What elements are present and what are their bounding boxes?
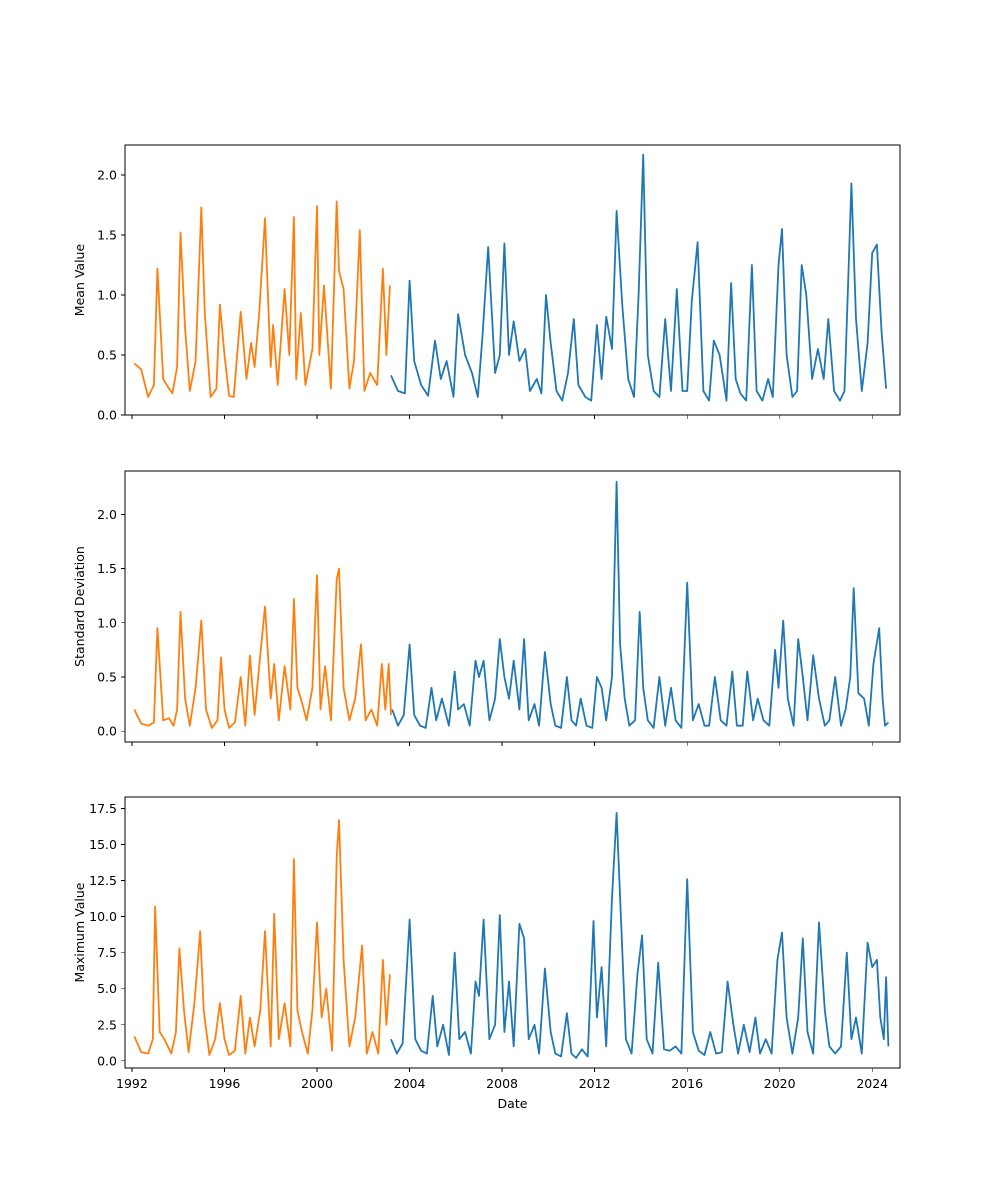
x-tick-label: 2024	[856, 1076, 888, 1091]
standard-deviation-series-line-1	[133, 567, 392, 729]
maximum-value-plot-frame	[124, 796, 901, 1069]
standard-deviation-y-tick-label: 0.0	[97, 724, 117, 739]
mean-value-y-tick-label: 0.5	[97, 348, 117, 363]
mean-value-series-line-2	[390, 153, 887, 402]
maximum-value-y-tick-label: 15.0	[89, 837, 117, 852]
mean-value-y-tick-label: 1.0	[97, 288, 117, 303]
maximum-value-y-tick-label: 12.5	[89, 873, 117, 888]
mean-value-plot-frame	[124, 144, 901, 416]
standard-deviation-y-tick-label: 0.5	[97, 669, 117, 684]
mean-value-y-tick-label: 2.0	[97, 168, 117, 183]
maximum-value-y-tick-label: 2.5	[97, 1017, 117, 1032]
date-x-axis-label: Date	[498, 1096, 528, 1111]
standard-deviation-y-tick-label: 2.0	[97, 507, 117, 522]
x-tick-label: 2016	[671, 1076, 703, 1091]
x-tick-label: 2004	[394, 1076, 426, 1091]
maximum-value-y-tick-label: 10.0	[89, 909, 117, 924]
x-tick-label: 2020	[764, 1076, 796, 1091]
standard-deviation-plot-frame	[124, 470, 901, 743]
maximum-value-y-tick-label: 17.5	[89, 801, 117, 816]
x-tick-label: 2000	[301, 1076, 333, 1091]
maximum-value-y-tick-label: 7.5	[97, 945, 117, 960]
maximum-value-series-line-1	[133, 819, 391, 1056]
mean-value-y-tick-label: 0.0	[97, 408, 117, 423]
standard-deviation-y-axis-label: Standard Deviation	[72, 546, 87, 667]
maximum-value-panel: 0.0 2.5 5.0 7.5 10.0 12.5 15.0 17.5 1992 1996 200…	[72, 796, 901, 1111]
maximum-value-y-tick-label: 5.0	[97, 981, 117, 996]
maximum-value-y-tick-label: 0.0	[97, 1053, 117, 1068]
standard-deviation-panel: 0.0 0.5 1.0 1.5 2.0 Standard Deviation	[72, 470, 901, 746]
mean-value-y-axis-label: Mean Value	[72, 244, 87, 317]
mean-value-series-line-1	[133, 200, 391, 398]
maximum-value-y-axis-label: Maximum Value	[72, 882, 87, 982]
standard-deviation-y-tick-label: 1.5	[97, 561, 117, 576]
mean-value-panel: 0.0 0.5 1.0 1.5 2.0 Mean Value	[72, 144, 901, 423]
x-tick-label: 2008	[486, 1076, 518, 1091]
x-tick-label: 2012	[579, 1076, 611, 1091]
standard-deviation-y-tick-label: 1.0	[97, 615, 117, 630]
maximum-value-series-line-2	[390, 812, 890, 1059]
x-tick-label: 1992	[116, 1076, 148, 1091]
standard-deviation-series-line-2	[391, 480, 890, 729]
mean-value-y-tick-label: 1.5	[97, 228, 117, 243]
x-tick-label: 1996	[209, 1076, 241, 1091]
